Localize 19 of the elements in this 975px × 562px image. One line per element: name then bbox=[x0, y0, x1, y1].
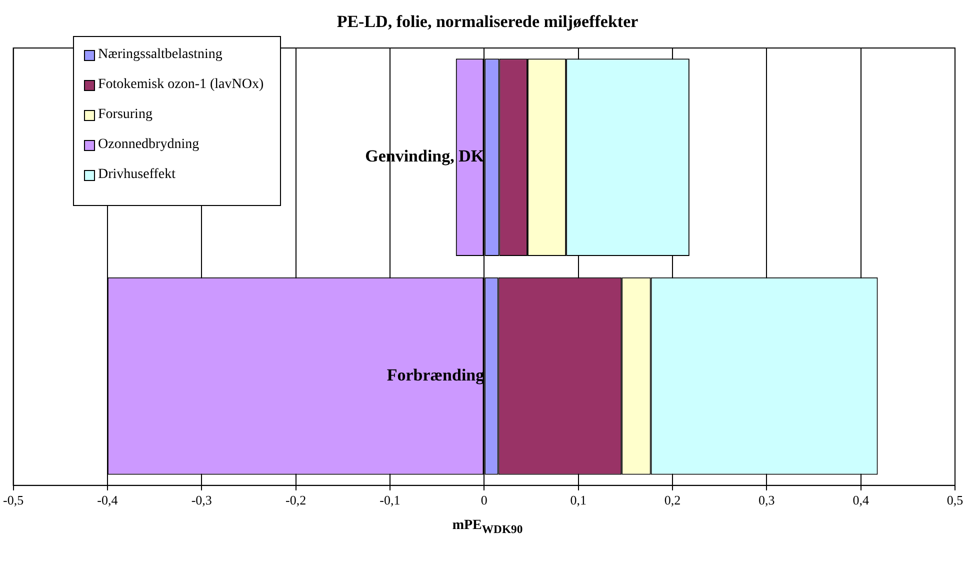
x-tick-label: 0,3 bbox=[758, 492, 775, 508]
x-tick-label: -0,3 bbox=[191, 492, 212, 508]
x-tick-label: -0,2 bbox=[286, 492, 306, 508]
chart-title: PE-LD, folie, normaliserede miljøeffekter bbox=[336, 12, 640, 32]
y-tick-label: Forbrænding bbox=[386, 365, 485, 384]
x-tick-label: 0,4 bbox=[852, 492, 870, 508]
x-tick-label: 0,2 bbox=[664, 492, 681, 508]
legend-label: Ozonnedbrydning bbox=[98, 137, 200, 153]
legend-label: Forsuring bbox=[98, 107, 152, 123]
x-tick-label: -0,4 bbox=[97, 492, 118, 508]
x-tick-label: -0,1 bbox=[380, 492, 400, 508]
x-tick-label: 0,1 bbox=[570, 492, 586, 508]
x-axis-title: mPE$_{WDK90}$ bbox=[451, 518, 524, 536]
legend-label: Fotokemisk ozon-1 (lavNOx) bbox=[98, 77, 264, 93]
legend-label: Næringssaltbelastning bbox=[98, 47, 222, 63]
legend-label: Drivhuseffekt bbox=[98, 167, 176, 183]
x-tick-label: 0 bbox=[480, 492, 488, 508]
x-tick-label: 0,5 bbox=[946, 492, 964, 508]
x-tick-label: -0,5 bbox=[2, 492, 24, 508]
